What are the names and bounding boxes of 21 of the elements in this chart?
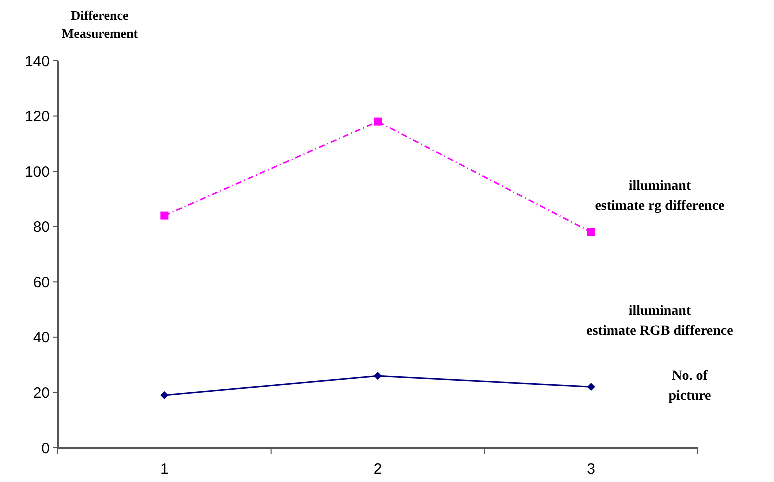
point	[587, 228, 596, 236]
y-tick-label: 120	[24, 108, 50, 126]
point	[374, 118, 382, 126]
y-tick-label: 40	[33, 330, 50, 347]
point	[160, 212, 169, 220]
x-tick-label: 2	[374, 461, 382, 478]
point	[160, 391, 169, 400]
y-axis-title: Difference Measurement	[62, 8, 139, 41]
y-tick-label: 60	[33, 274, 50, 292]
y-tick-label: 80	[33, 219, 50, 236]
x-tick-label: 3	[587, 461, 596, 478]
y-tick-label: 0	[42, 440, 50, 458]
x-axis-title: No. of picture	[668, 369, 712, 404]
text: illuminant estimate RGB difference	[586, 304, 734, 339]
y-tick-label: 140	[24, 53, 50, 70]
y-tick-label: 20	[33, 384, 50, 402]
point	[587, 383, 596, 392]
point	[374, 372, 382, 380]
x-tick-label: 1	[160, 461, 169, 478]
series-label: illuminant estimate rg difference	[595, 179, 725, 214]
y-tick-label: 100	[24, 164, 50, 181]
